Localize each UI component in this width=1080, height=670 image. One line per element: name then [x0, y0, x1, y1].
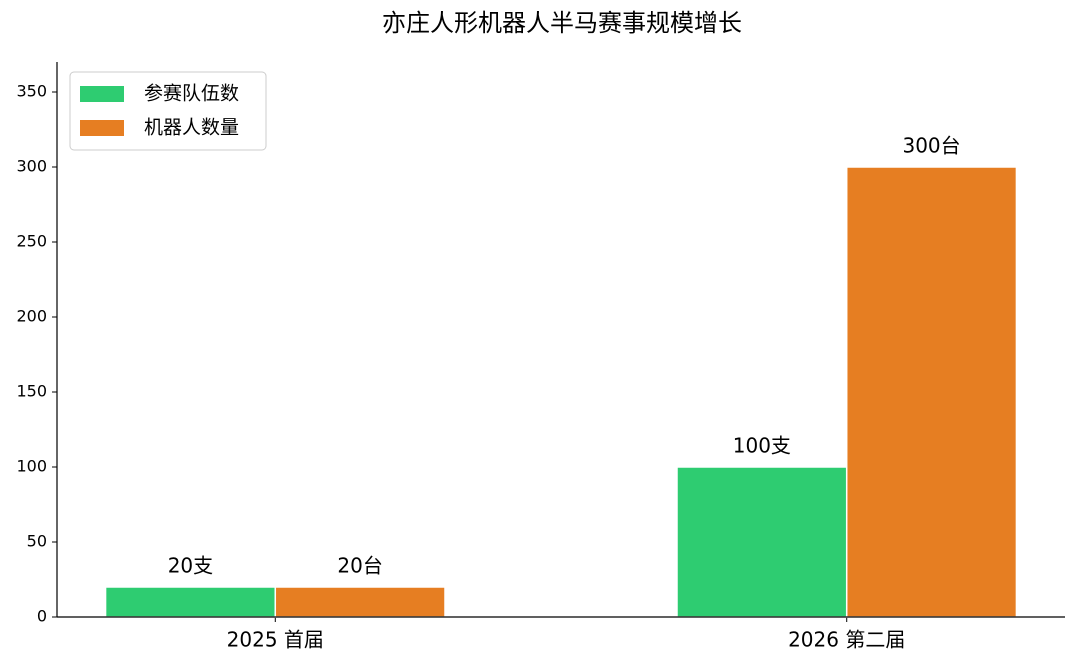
- bar: [845, 166, 1018, 618]
- x-tick-label: 2025 首届: [227, 628, 324, 652]
- x-tick-label: 2026 第二届: [788, 628, 905, 652]
- bar: [274, 586, 446, 618]
- y-tick-label: 150: [16, 382, 47, 401]
- legend-label: 机器人数量: [144, 117, 239, 139]
- legend-label: 参赛队伍数: [144, 83, 239, 105]
- y-tick-label: 300: [16, 157, 47, 176]
- legend-swatch: [80, 120, 124, 136]
- legend-swatch: [80, 86, 124, 102]
- y-tick-label: 200: [16, 307, 47, 326]
- y-tick-label: 100: [16, 457, 47, 476]
- bar: [676, 466, 848, 618]
- y-tick-label: 250: [16, 232, 47, 251]
- y-tick-label: 350: [16, 82, 47, 101]
- bar: [104, 586, 277, 618]
- y-tick-label: 50: [27, 532, 47, 551]
- y-tick-label: 0: [37, 607, 47, 626]
- chart-title: 亦庄人形机器人半马赛事规模增长: [382, 9, 742, 37]
- value-label: 300台: [902, 134, 960, 158]
- value-label: 20台: [337, 554, 382, 578]
- value-label: 20支: [168, 554, 213, 578]
- value-label: 100支: [733, 434, 791, 458]
